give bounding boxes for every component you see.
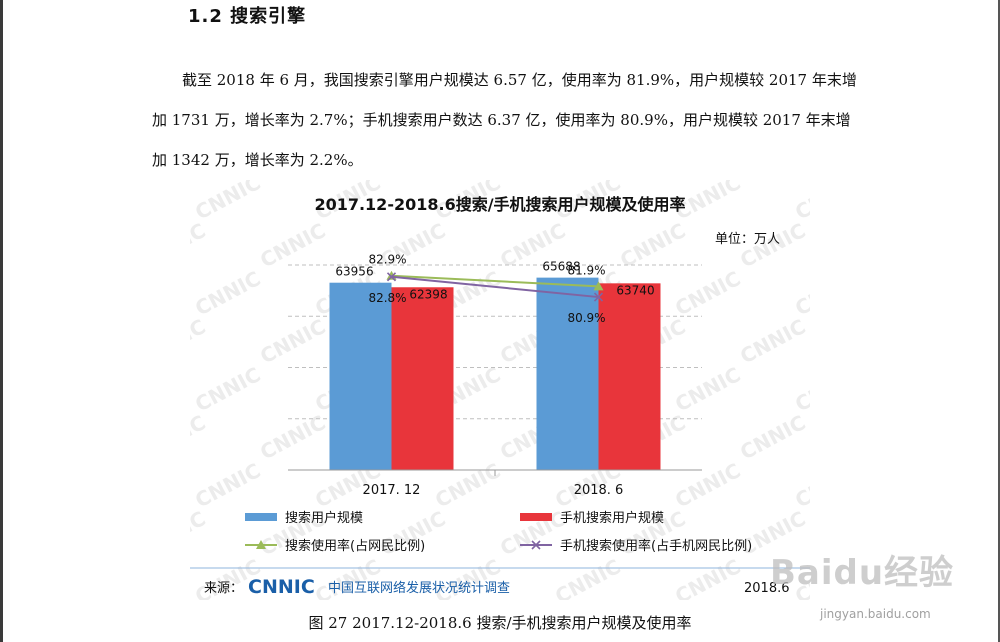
- watermark-text: CNNIC: [791, 458, 810, 512]
- watermark-text: CNNIC: [190, 410, 209, 464]
- watermark-text: CNNIC: [671, 362, 744, 416]
- line-marker: [593, 281, 604, 291]
- chart-title: 2017.12-2018.6搜索/手机搜索用户规模及使用率: [314, 195, 685, 214]
- data-labels-layer: 63956 62398 65688 63740 82.9% 81.9% 82.8% 80.9%: [335, 253, 654, 325]
- series-line: [391, 274, 599, 288]
- legend-label: 搜索用户规模: [285, 510, 363, 526]
- bar-value-label: 62398: [409, 287, 447, 301]
- bar: [329, 282, 392, 470]
- legend-label: 手机搜索用户规模: [560, 510, 664, 526]
- watermark-text: CNNIC: [616, 218, 689, 272]
- source-brand: CNNIC: [248, 576, 315, 598]
- baidu-url-text: jingyan.baidu.com: [820, 607, 931, 621]
- rate-value-label: 81.9%: [567, 263, 605, 277]
- chart-container: CNNIC CNNIC CNNIC CNNIC CNNIC CNNIC CNNIC CNNIC…: [136, 170, 864, 608]
- series-line: [391, 275, 599, 299]
- line-marker: [593, 292, 604, 302]
- rate-value-label: 82.8%: [368, 291, 406, 305]
- legend-marker: [256, 540, 266, 549]
- body-paragraph: 截至 2018 年 6 月，我国搜索引擎用户规模达 6.57 亿，使用率为 81…: [152, 71, 857, 169]
- page-border-left: [0, 0, 3, 642]
- bar-value-label: 63740: [616, 283, 654, 297]
- legend-swatch: [520, 513, 552, 521]
- watermark-text: CNNIC: [791, 180, 810, 224]
- watermark-text: CNNIC: [191, 180, 264, 224]
- watermark-text: CNNIC: [736, 314, 809, 368]
- unit-label: 单位：万人: [715, 232, 780, 247]
- watermark-text: CNNIC: [671, 266, 744, 320]
- bar: [598, 283, 661, 470]
- page-border-right: [998, 0, 1000, 642]
- x-tick-label: 2017. 12: [363, 483, 421, 498]
- axis-layer: 2017. 12 2018. 6: [288, 469, 702, 498]
- legend-label: 手机搜索使用率(占手机网民比例): [560, 538, 752, 554]
- source-org: 中国互联网络发展状况统计调查: [328, 580, 510, 596]
- rate-value-label: 82.9%: [368, 253, 406, 267]
- bar-value-label: 65688: [542, 260, 580, 274]
- source-layer: 来源： CNNIC 中国互联网络发展状况统计调查 2018.6: [190, 567, 810, 598]
- section-title: 1.2 搜索引擎: [188, 6, 307, 27]
- watermark-text: CNNIC: [791, 266, 810, 320]
- watermark-text: CNNIC: [191, 362, 264, 416]
- lines-layer: [386, 270, 604, 302]
- watermark-text: CNNIC: [190, 506, 209, 560]
- figure-caption: 图 27 2017.12-2018.6 搜索/手机搜索用户规模及使用率: [308, 614, 692, 632]
- source-date: 2018.6: [744, 581, 790, 596]
- line-marker: [386, 272, 397, 282]
- watermark-text: CNNIC: [190, 218, 209, 272]
- bar: [391, 287, 454, 470]
- x-tick-label: 2018. 6: [574, 483, 624, 498]
- bar: [536, 277, 599, 470]
- watermark-text: CNNIC: [190, 314, 209, 368]
- watermark-text: CNNIC: [256, 218, 329, 272]
- baidu-brand-text: Baidu经验: [770, 553, 955, 593]
- watermark-text: CNNIC: [671, 458, 744, 512]
- watermark-text: CNNIC: [671, 554, 744, 600]
- legend-marker: [531, 540, 541, 550]
- baidu-jingyan-watermark: Baidu经验 jingyan.baidu.com: [760, 545, 995, 640]
- source-prefix: 来源：: [204, 581, 243, 596]
- legend-label: 搜索使用率(占网民比例): [285, 538, 425, 554]
- watermark-text: CNNIC: [191, 266, 264, 320]
- watermark-text: CNNIC: [736, 410, 809, 464]
- bars-layer: [329, 277, 661, 470]
- watermark-text: CNNIC: [191, 458, 264, 512]
- watermark-text: CNNIC: [791, 362, 810, 416]
- bar-value-label: 63956: [335, 265, 373, 279]
- rate-value-label: 80.9%: [567, 311, 605, 325]
- legend-swatch: [245, 513, 277, 521]
- watermark-text: CNNIC: [256, 314, 329, 368]
- watermark-text: CNNIC: [551, 554, 624, 600]
